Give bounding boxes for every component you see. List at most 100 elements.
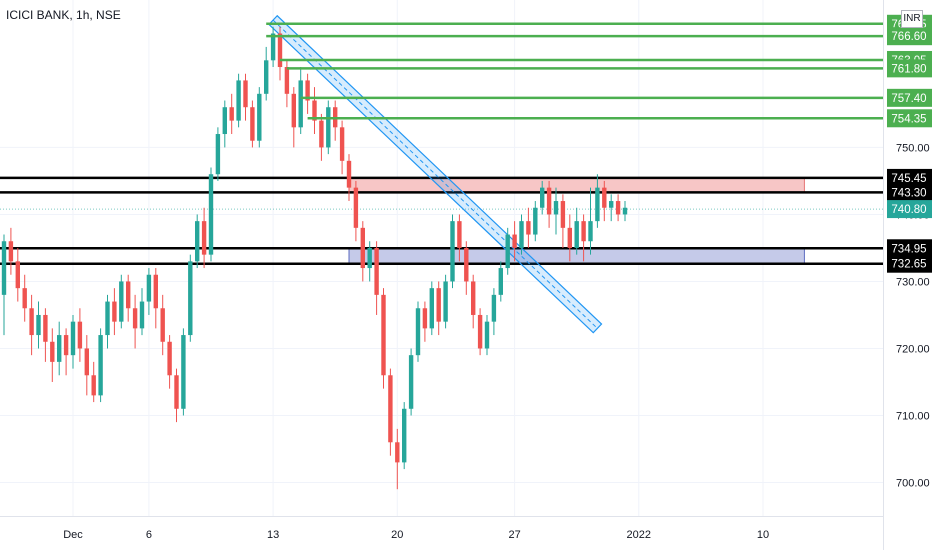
candle-body (326, 107, 331, 148)
resistance-price-tag (887, 59, 932, 78)
candle-body (319, 120, 324, 148)
candle-body (236, 80, 241, 121)
key-level-price-tag (887, 254, 932, 273)
candle-body (491, 294, 497, 322)
candle-body (63, 335, 69, 356)
candle-body (595, 187, 600, 222)
candle-body (402, 408, 407, 463)
candle-body (167, 341, 172, 376)
candle-body (146, 274, 152, 302)
candle-body (98, 335, 103, 396)
candle-body (160, 308, 165, 342)
candle-body (381, 294, 386, 376)
candle-body (195, 221, 200, 262)
x-tick-label: 6 (146, 529, 152, 541)
resistance-price-tag (887, 109, 932, 128)
candle-body (498, 268, 503, 295)
candle-body (512, 234, 517, 248)
candle-body (415, 308, 421, 356)
candle-body (105, 301, 110, 336)
candle-body (408, 355, 414, 409)
key-level-price-tag (887, 183, 932, 202)
candle-body (526, 221, 531, 235)
candle-body (215, 134, 221, 175)
candle-body (15, 261, 20, 289)
candle-body (422, 308, 428, 329)
y-tick-label: 720.00 (896, 343, 930, 355)
x-tick-label: 10 (757, 529, 769, 541)
candle-body (270, 33, 276, 61)
candle-body (257, 93, 262, 141)
candle-body (250, 107, 255, 141)
candle-body (567, 227, 572, 248)
candle-body (36, 314, 41, 336)
candle-body (464, 247, 469, 282)
candle-body (264, 60, 269, 94)
candle-body (70, 321, 76, 356)
resistance-price-label: 766.60 (891, 31, 926, 43)
candle-body (243, 80, 248, 108)
candle-body (505, 234, 510, 269)
candle-body (126, 281, 131, 309)
key-level-price-label: 734.95 (891, 243, 926, 255)
candle-body (484, 321, 490, 349)
candle-body (174, 375, 179, 409)
resistance-price-tag (887, 88, 932, 107)
candle-body (574, 221, 579, 248)
candle-body (519, 221, 524, 248)
candle-body (132, 308, 138, 329)
candle-body (388, 375, 393, 443)
x-tick-label: 20 (391, 529, 403, 541)
candle-body (208, 174, 214, 255)
key-level-price-label: 745.45 (891, 173, 926, 185)
candle-body (201, 221, 207, 255)
candle-body (581, 221, 586, 242)
candle-body (615, 201, 621, 215)
candle-body (84, 348, 89, 376)
candle-body (153, 274, 158, 309)
candle-body (112, 301, 117, 322)
key-level-price-tag (887, 168, 932, 187)
candle-body (277, 33, 283, 68)
candle-body (443, 281, 448, 322)
candle-body (91, 375, 96, 396)
key-level-price-tag (887, 239, 932, 258)
candle-body (429, 288, 434, 329)
resistance-price-label: 757.40 (891, 93, 926, 105)
candle-body (43, 314, 48, 342)
candle-body (291, 93, 296, 128)
candle-body (139, 301, 145, 329)
resistance-price-label: 761.80 (891, 63, 926, 75)
x-tick-label: Dec (63, 529, 83, 541)
candle-body (353, 187, 359, 228)
key-level-price-label: 743.30 (891, 187, 926, 199)
candle-body (546, 187, 552, 215)
trend-channel-midline (272, 19, 598, 329)
candle-body (560, 201, 566, 228)
candle-body (77, 321, 83, 349)
candle-body (588, 221, 593, 242)
candle-body (533, 207, 538, 235)
candle-body (305, 80, 310, 101)
candle-body (222, 107, 227, 135)
candle-body (346, 160, 352, 188)
x-tick-label: 2022 (627, 529, 651, 541)
x-tick-label: 13 (267, 529, 279, 541)
candle-body (22, 288, 27, 309)
candle-body (298, 80, 303, 128)
y-tick-label: 750.00 (896, 142, 930, 154)
candle-body (609, 201, 614, 208)
candle-body (8, 241, 14, 262)
symbol-title: ICICI BANK, 1h, NSE (6, 8, 121, 22)
red-zone (348, 177, 805, 193)
candle-body (436, 288, 441, 322)
currency-button[interactable]: INR (901, 10, 923, 28)
candle-body (1, 241, 7, 295)
candle-body (374, 247, 379, 295)
key-level-price-label: 732.65 (891, 259, 926, 271)
candle-body (622, 207, 628, 215)
current-price-label: 740.80 (891, 204, 926, 216)
candle-body (457, 221, 462, 248)
